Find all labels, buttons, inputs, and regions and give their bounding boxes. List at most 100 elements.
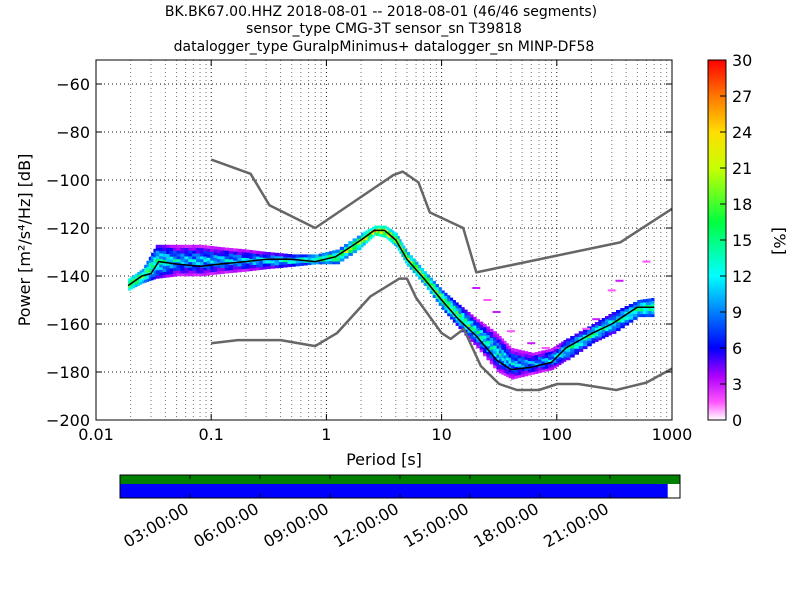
psd-cell <box>541 366 546 370</box>
psd-cell <box>256 253 260 257</box>
psd-cell <box>524 356 529 360</box>
psd-cell <box>534 354 539 358</box>
psd-cell <box>283 259 288 263</box>
psd-cell <box>561 341 564 345</box>
psd-cell <box>192 258 197 263</box>
psd-cell <box>252 250 257 254</box>
psd-cell <box>412 269 416 274</box>
psd-cell <box>184 261 189 265</box>
psd-cell <box>213 271 218 275</box>
psd-cell <box>206 257 211 261</box>
psd-cell <box>148 277 152 282</box>
psd-cell <box>570 336 575 340</box>
psd-cell <box>196 250 201 254</box>
psd-cell <box>467 317 471 322</box>
psd-cell <box>166 268 170 272</box>
psd-cell <box>517 358 522 362</box>
psd-cell <box>196 261 201 265</box>
psd-cell <box>637 311 641 315</box>
psd-cell <box>213 246 218 250</box>
availability-bar-top <box>120 475 680 484</box>
psd-cell <box>486 351 491 355</box>
psd-cell <box>608 329 613 333</box>
psd-cell <box>563 345 567 349</box>
psd-cell <box>137 280 140 284</box>
psd-cell <box>473 339 477 343</box>
psd-cell <box>452 311 456 315</box>
psd-cell <box>367 238 371 242</box>
psd-cell <box>146 275 150 279</box>
psd-cell <box>570 339 575 343</box>
psd-cell <box>479 335 484 339</box>
psd-cell <box>521 373 525 378</box>
psd-cell <box>578 331 584 335</box>
psd-cell <box>608 332 613 336</box>
psd-cell <box>458 322 462 327</box>
y-tick-label: −80 <box>56 123 90 142</box>
psd-cell <box>616 315 621 320</box>
psd-cell <box>130 283 133 287</box>
psd-cell <box>544 357 549 361</box>
psd-cell <box>616 312 621 317</box>
psd-cell <box>206 266 211 270</box>
psd-cell <box>141 268 145 272</box>
psd-cell <box>544 368 549 372</box>
psd-cell <box>401 248 404 252</box>
psd-cell <box>173 256 177 260</box>
psd-cell <box>148 274 152 279</box>
psd-cell <box>278 261 284 266</box>
psd-cell <box>406 252 411 256</box>
psd-cell <box>363 234 366 238</box>
psd-cell <box>352 241 358 245</box>
psd-cell <box>496 351 500 355</box>
psd-cell <box>153 248 157 252</box>
psd-cell <box>153 251 157 255</box>
psd-cell <box>441 304 445 308</box>
psd-cell <box>616 310 621 314</box>
psd-cell <box>216 255 221 260</box>
psd-cell <box>479 346 484 350</box>
psd-cell <box>213 249 218 253</box>
psd-cell <box>517 349 522 353</box>
psd-cell <box>166 265 170 269</box>
title-line-2: sensor_type CMG-3T sensor_sn T39818 <box>246 21 522 37</box>
psd-cell <box>598 325 602 329</box>
psd-cell <box>388 237 391 242</box>
psd-cell <box>473 319 477 323</box>
psd-cell <box>489 358 494 362</box>
y-tick-label: −200 <box>46 411 90 430</box>
psd-cell <box>498 367 502 371</box>
psd-cell <box>651 311 655 315</box>
psd-cell <box>166 271 170 275</box>
psd-cell <box>611 322 617 326</box>
psd-curves <box>127 158 673 392</box>
psd-cell <box>379 231 382 234</box>
psd-cell <box>582 340 588 344</box>
psd-cell <box>365 230 368 234</box>
psd-cell <box>506 346 509 350</box>
psd-cell <box>210 251 214 255</box>
psd-cell <box>237 254 242 258</box>
psd-cell <box>166 247 170 251</box>
psd-cell <box>169 270 174 275</box>
psd-cell <box>544 352 549 356</box>
psd-cell <box>420 273 425 277</box>
psd-cell <box>228 248 234 252</box>
psd-cell <box>153 259 157 263</box>
psd-cell <box>493 362 497 366</box>
psd-cell <box>203 259 208 263</box>
psd-cell <box>144 267 147 271</box>
psd-cell <box>645 313 649 318</box>
psd-cell <box>551 356 555 360</box>
psd-cell <box>534 352 539 355</box>
psd-cell <box>587 343 592 347</box>
psd-cell <box>444 295 448 299</box>
psd-cell <box>233 269 238 273</box>
psd-cell <box>601 335 606 339</box>
psd-cell <box>274 264 280 269</box>
psd-cell <box>489 361 494 365</box>
psd-cell <box>259 263 264 267</box>
psd-cell <box>188 267 193 271</box>
psd-cell <box>252 261 257 265</box>
psd-cell <box>162 244 167 249</box>
